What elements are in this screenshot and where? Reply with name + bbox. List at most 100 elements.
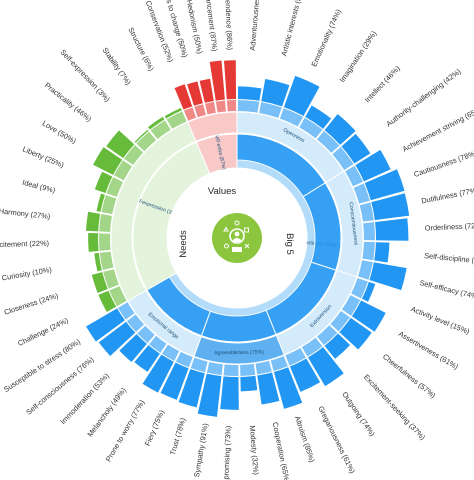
trait-bar	[339, 317, 372, 350]
trait-label: Practicality (46%)	[43, 81, 93, 124]
trait-bar	[142, 354, 174, 393]
trait-ring-segment	[150, 120, 171, 139]
trait-bar	[289, 358, 321, 392]
trait-ring-segment	[206, 361, 223, 376]
trait-label: Susceptible to stress (80%)	[2, 337, 82, 394]
trait-ring-segment	[237, 100, 260, 113]
trait-label: Intellect (46%)	[363, 64, 402, 104]
trait-ring-segment	[99, 251, 114, 271]
trait-bar	[324, 114, 356, 145]
trait-ring-segment	[161, 344, 180, 361]
trait-ring-segment	[332, 146, 354, 170]
trait-bar	[98, 321, 136, 356]
trait-ring-segment	[215, 100, 226, 113]
center-label-big5: Big 5	[284, 233, 295, 255]
trait-ring-segment	[285, 348, 306, 366]
trait-bar	[324, 333, 351, 359]
trait-ring-segment	[149, 335, 167, 353]
trait-label: Love (50%)	[41, 119, 78, 146]
center-label-values: Values	[208, 186, 237, 197]
trait-label: Assertiveness (61%)	[397, 329, 460, 371]
trait-bar	[375, 218, 409, 241]
trait-label: Dutifulness (77%)	[420, 185, 474, 205]
trait-ring-segment	[190, 357, 208, 373]
trait-bar	[174, 84, 193, 110]
trait-label: Emotionality (74%)	[309, 8, 343, 68]
trait-bar	[119, 334, 147, 363]
trait-label: Harmony (27%)	[0, 206, 51, 221]
trait-ring-segment	[114, 160, 133, 181]
person-network-icon	[212, 213, 262, 263]
trait-ring-segment	[317, 130, 340, 153]
trait-bar	[261, 78, 290, 107]
trait-bar	[374, 242, 390, 263]
trait-bar	[88, 232, 99, 252]
trait-label: Self-transcendence (86%)	[222, 0, 234, 50]
facet-self-enhancement	[187, 111, 238, 143]
trait-ring-segment	[106, 177, 124, 197]
trait-bar	[240, 375, 258, 392]
trait-label: Gregariousness (61%)	[316, 405, 357, 475]
trait-ring-segment	[103, 269, 119, 289]
trait-label: Adventurousness (28%)	[248, 0, 264, 51]
trait-bar	[96, 193, 105, 212]
trait-ring-segment	[255, 360, 272, 375]
trait-ring-segment	[223, 364, 239, 376]
trait-ring-segment	[126, 314, 145, 332]
trait-label: Structure (6%)	[126, 26, 156, 73]
trait-bar	[86, 308, 125, 342]
trait-ring-segment	[136, 131, 157, 152]
trait-bar	[199, 78, 214, 103]
trait-bar	[305, 105, 332, 129]
trait-bar	[364, 169, 405, 201]
trait-bar	[351, 300, 386, 332]
trait-ring-segment	[194, 104, 206, 118]
trait-ring-segment	[137, 325, 155, 344]
trait-label: Modesty (32%)	[248, 425, 261, 475]
trait-bar	[178, 368, 205, 408]
trait-ring-segment	[359, 202, 374, 222]
trait-ring-segment	[299, 117, 323, 139]
trait-ring-segment	[353, 183, 370, 204]
facet-label-agreeableness: Agreeableness (75%)	[214, 350, 264, 357]
trait-label: Closeness (24%)	[3, 291, 59, 317]
trait-bar	[187, 81, 203, 106]
trait-ring-segment	[270, 356, 288, 372]
trait-bar	[106, 130, 135, 159]
trait-bar	[237, 86, 262, 101]
trait-ring-segment	[358, 260, 373, 280]
trait-ring-segment	[317, 325, 338, 346]
trait-ring-segment	[99, 213, 112, 232]
trait-label: Stability (7%)	[101, 46, 133, 87]
trait-bar	[160, 362, 189, 400]
trait-label: Altruism (85%)	[293, 415, 317, 464]
trait-bar	[371, 193, 410, 221]
center-label-needs: Needs	[178, 230, 189, 258]
trait-bar	[220, 376, 239, 410]
trait-bar	[86, 211, 101, 232]
chart-rings: Emotional range (7%)OpennessConscientiou…	[86, 60, 410, 417]
trait-label: Self-efficacy (74%)	[419, 278, 474, 302]
trait-bar	[209, 60, 225, 101]
trait-label: Fiery (75%)	[143, 409, 166, 448]
trait-bar	[355, 149, 391, 182]
trait-ring-segment	[205, 101, 216, 115]
trait-bar	[91, 272, 108, 293]
trait-ring-segment	[226, 100, 237, 112]
trait-ring-segment	[363, 222, 375, 241]
trait-ring-segment	[109, 286, 127, 307]
trait-bar	[164, 107, 182, 119]
trait-ring-segment	[362, 241, 375, 261]
trait-label: Sympathy (91%)	[192, 423, 210, 478]
trait-label: Cooperation (65%)	[271, 421, 292, 480]
trait-ring-segment	[330, 310, 350, 332]
trait-bar	[257, 372, 280, 405]
trait-bar	[362, 281, 376, 302]
trait-label: Trust (78%)	[168, 417, 188, 456]
trait-ring-segment	[166, 111, 187, 129]
trait-ring-segment	[345, 165, 364, 187]
trait-ring-segment	[183, 107, 197, 121]
trait-bar	[223, 60, 237, 100]
trait-ring-segment	[279, 108, 304, 127]
